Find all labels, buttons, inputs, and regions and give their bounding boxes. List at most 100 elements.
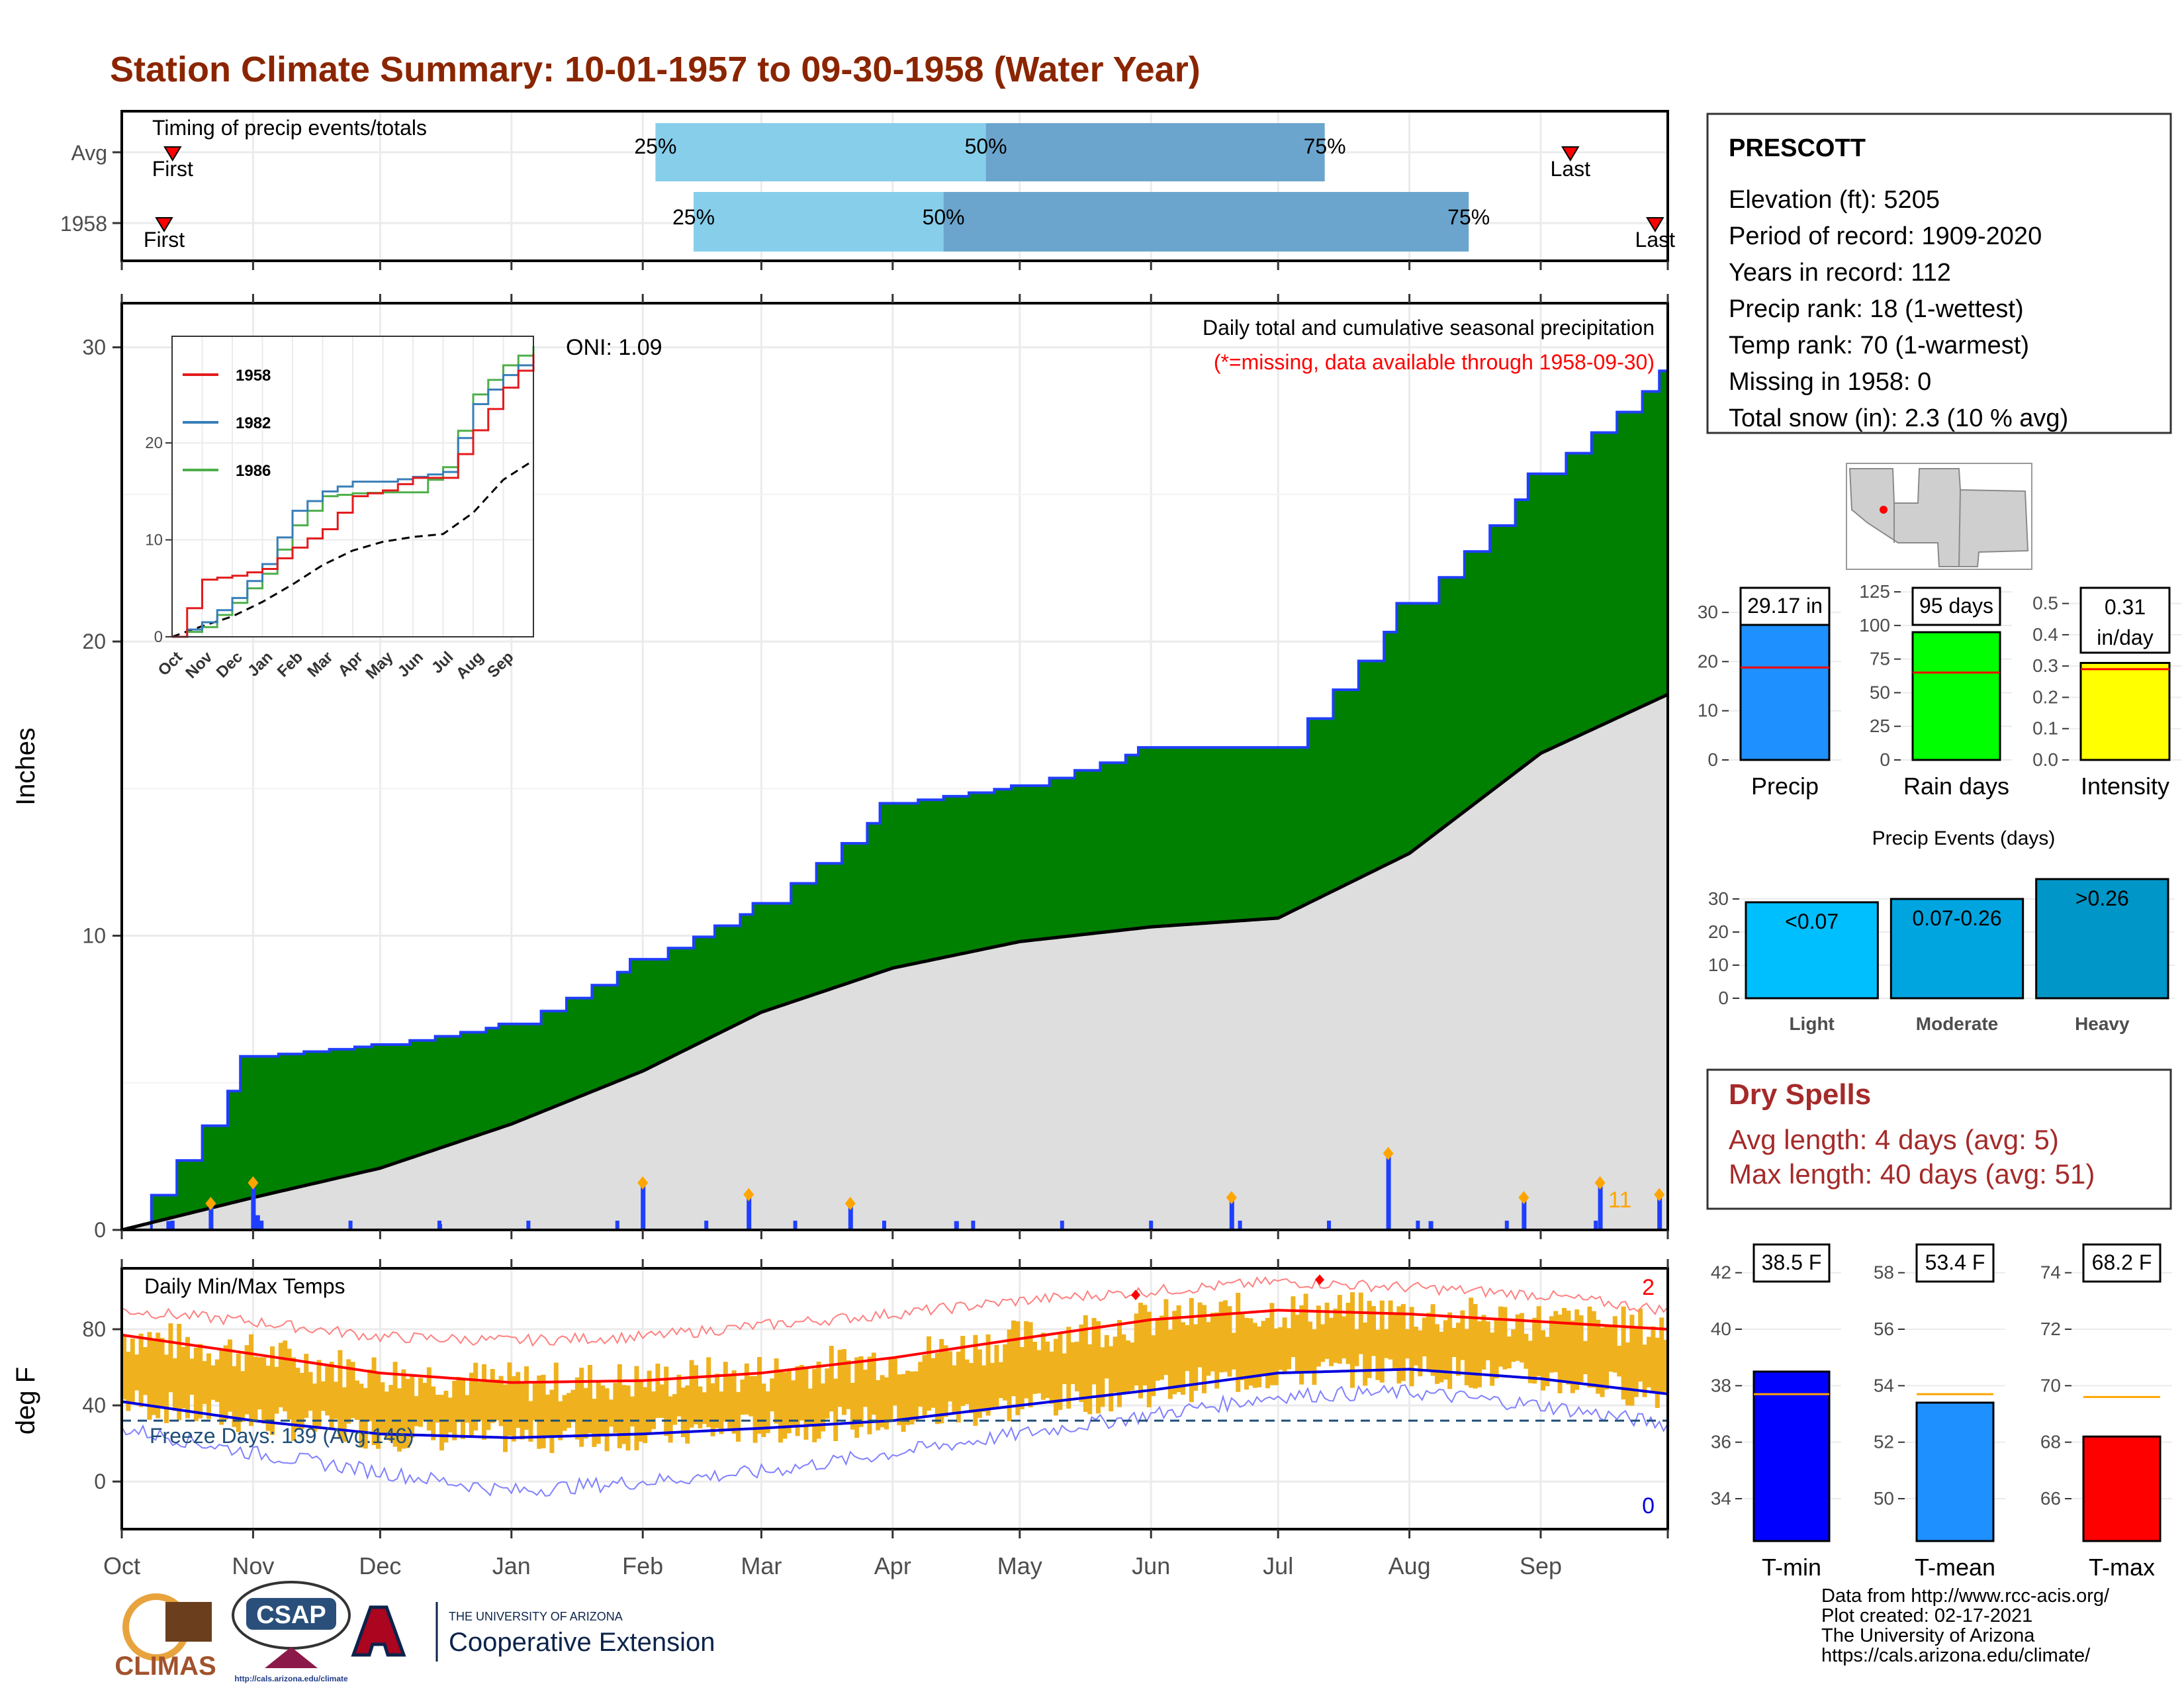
tmean-y-tick-label: 54	[1874, 1375, 1894, 1395]
precip-total-y-tick-label: 0	[1707, 749, 1718, 770]
daily-precip-bar-small	[1594, 1221, 1598, 1230]
timing-bar-q2	[943, 192, 1469, 252]
daily-temp-bar	[1617, 1345, 1622, 1377]
daily-temp-bar	[206, 1353, 211, 1419]
daily-precip-bar-small	[615, 1221, 619, 1230]
daily-temp-bar	[592, 1399, 597, 1447]
daily-temp-bar	[359, 1383, 364, 1448]
daily-temp-bar	[202, 1361, 207, 1404]
events-bar	[2035, 878, 2169, 1000]
last-marker	[1561, 146, 1580, 162]
daily-precip-bar	[251, 1182, 256, 1230]
tmean-xlabel: T-mean	[1915, 1554, 1995, 1581]
daily-temp-bar	[168, 1323, 173, 1393]
inset-y-tick-label: 0	[154, 628, 163, 646]
daily-temp-bar	[1091, 1318, 1097, 1385]
events-category-label: Heavy	[2075, 1013, 2130, 1034]
daily-temp-bar	[1138, 1303, 1143, 1399]
daily-temp-bar	[1600, 1327, 1605, 1397]
daily-temp-bar	[998, 1362, 1003, 1399]
tmean-y-tick-label: 56	[1874, 1319, 1894, 1339]
intensity-value-label: in/day	[2097, 626, 2153, 649]
daily-temp-bar	[821, 1383, 825, 1432]
month-label: Jul	[1263, 1552, 1293, 1579]
daily-precip-bar	[1522, 1197, 1527, 1230]
daily-precip-bar-small	[526, 1221, 531, 1230]
daily-temp-bar	[1032, 1341, 1037, 1394]
daily-temp-bar	[363, 1387, 368, 1449]
events-category-label: Moderate	[1916, 1013, 1998, 1034]
month-label: Mar	[741, 1552, 782, 1579]
inset-frame	[171, 336, 534, 637]
daily-temp-bar	[1541, 1330, 1545, 1391]
daily-temp-bar	[952, 1365, 957, 1414]
daily-temp-bar	[516, 1372, 521, 1429]
y-tick-label: 10	[82, 924, 106, 948]
daily-temp-bar	[1244, 1317, 1249, 1390]
daily-temp-bar	[803, 1368, 809, 1440]
daily-temp-bar	[1527, 1340, 1533, 1383]
month-label: Jan	[492, 1552, 531, 1579]
events-bar-label: <0.07	[1785, 910, 1839, 933]
daily-temp-bar	[990, 1362, 995, 1409]
daily-temp-bar	[1557, 1314, 1563, 1393]
daily-temp-bar	[1265, 1317, 1270, 1389]
daily-temp-bar	[494, 1379, 500, 1421]
daily-temp-bar	[761, 1383, 766, 1437]
intensity-y-tick-label: 0.0	[2032, 749, 2058, 770]
big-event-count: 11	[1608, 1188, 1631, 1213]
daily-temp-bar	[934, 1352, 940, 1425]
daily-temp-bar	[532, 1383, 537, 1421]
temp-frame	[120, 1267, 1669, 1530]
inset-series-line	[172, 353, 535, 638]
station-info-line: Period of record: 1909-2020	[1729, 222, 2042, 250]
daily-temp-bar	[736, 1391, 741, 1442]
first-label: First	[144, 228, 185, 252]
month-label: Apr	[874, 1552, 911, 1579]
daily-temp-bar	[329, 1362, 334, 1430]
daily-temp-bar	[1231, 1333, 1236, 1370]
daily-temp-bar	[244, 1345, 250, 1415]
daily-precip-bar	[1657, 1194, 1662, 1230]
daily-temp-bar	[287, 1348, 292, 1420]
last-label: Last	[1551, 157, 1591, 181]
rain-days-y-tick-label: 0	[1880, 749, 1890, 770]
daily-temp-bar	[1337, 1295, 1342, 1364]
record-min-line	[121, 1384, 1668, 1497]
station-info-line: Missing in 1958: 0	[1729, 368, 1931, 396]
daily-precip-bar-small	[1416, 1221, 1420, 1230]
right-panels: PRESCOTT Elevation (ft): 5205 Period of re…	[1698, 113, 2181, 1666]
daily-temp-bar	[214, 1359, 220, 1402]
daily-temp-bar	[706, 1357, 711, 1427]
daily-temp-bar	[1520, 1313, 1524, 1363]
daily-temp-bar	[312, 1383, 317, 1432]
daily-temp-bar	[253, 1356, 258, 1421]
daily-temp-bar	[778, 1369, 783, 1443]
daily-temp-bar	[1511, 1329, 1516, 1362]
daily-temp-bar	[655, 1363, 660, 1419]
tmean-value-label: 53.4 F	[1925, 1250, 1985, 1274]
daily-temp-bar	[228, 1339, 232, 1412]
daily-temp-bar	[1181, 1322, 1185, 1395]
precip-total-bar	[1739, 615, 1831, 761]
timing-pct-label: 50%	[923, 205, 965, 229]
daily-temp-bar	[384, 1391, 389, 1439]
daily-precip-bar	[1229, 1197, 1234, 1230]
first-marker	[163, 146, 182, 162]
daily-temp-bar	[355, 1380, 359, 1421]
daily-temp-bar	[659, 1384, 664, 1418]
daily-temp-bar	[749, 1376, 754, 1417]
daily-precip-bar-small	[704, 1221, 709, 1230]
daily-temp-bar	[1011, 1320, 1016, 1397]
daily-temp-bar	[1146, 1311, 1152, 1407]
daily-temp-bar	[1647, 1336, 1651, 1387]
daily-temp-bar	[943, 1345, 948, 1417]
daily-temp-bar	[1007, 1329, 1012, 1421]
daily-temp-bar	[1638, 1308, 1643, 1382]
hot-count: 2	[1642, 1275, 1655, 1300]
daily-temp-bar	[1109, 1346, 1114, 1412]
daily-temp-bar	[1469, 1297, 1474, 1388]
tmax-y-tick-label: 68	[2040, 1432, 2061, 1452]
daily-temp-bar	[461, 1378, 465, 1439]
